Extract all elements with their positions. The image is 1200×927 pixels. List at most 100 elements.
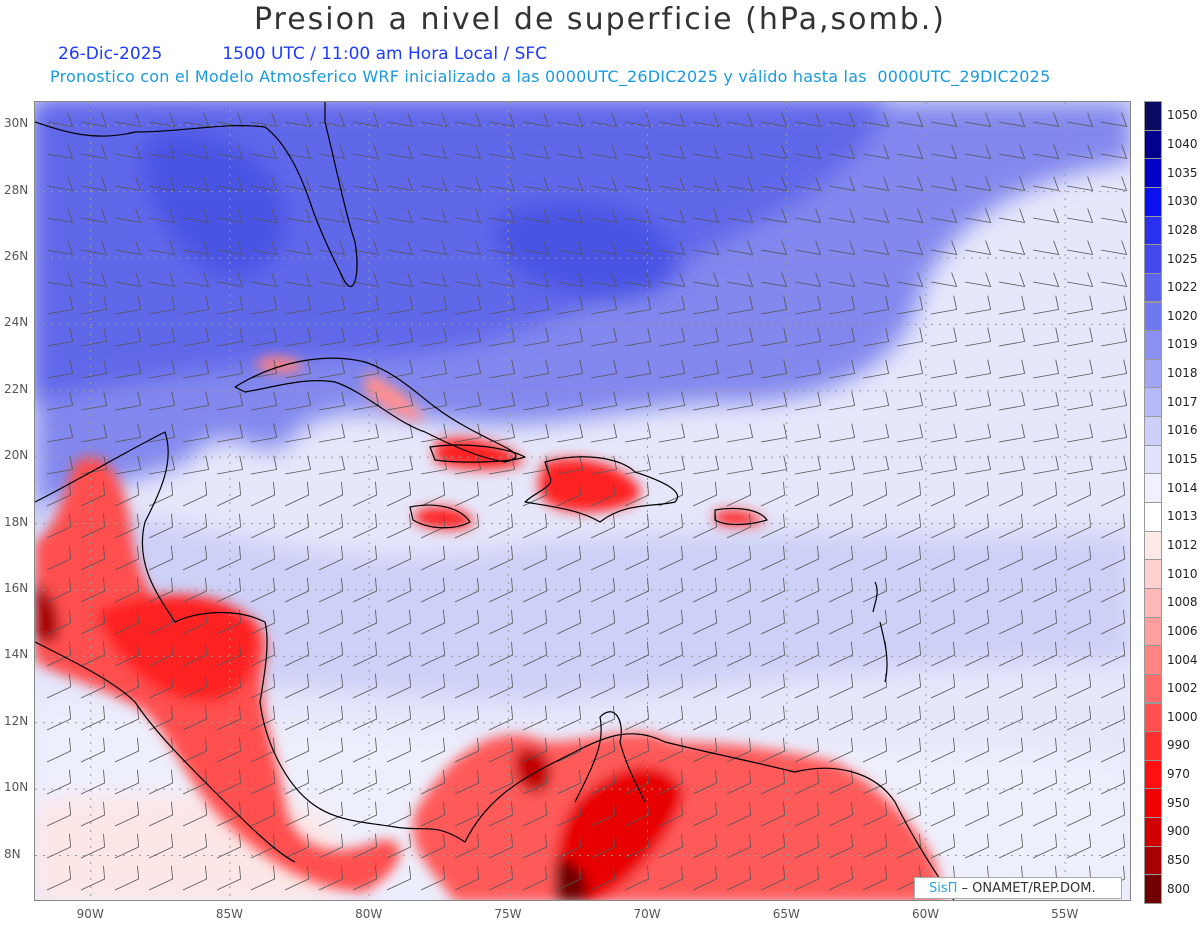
wind-barb xyxy=(114,513,139,539)
wind-barb xyxy=(386,391,414,411)
wind-barb xyxy=(556,769,581,795)
wind-barb xyxy=(488,737,513,763)
legend-swatch xyxy=(1144,845,1162,876)
wind-barb xyxy=(760,144,788,160)
wind-barb xyxy=(284,208,312,224)
wind-barb xyxy=(692,112,720,128)
wind-barb xyxy=(1100,705,1125,731)
wind-barb xyxy=(488,391,516,411)
wind-barb xyxy=(182,641,207,667)
wind-barb xyxy=(318,513,343,539)
wind-barb xyxy=(998,208,1026,224)
wind-barb xyxy=(80,801,105,827)
wind-barb xyxy=(590,176,618,192)
wind-barb xyxy=(590,769,615,795)
wind-barb xyxy=(624,513,649,539)
wind-barb xyxy=(46,423,74,443)
wind-barb xyxy=(522,295,550,315)
wind-barb xyxy=(148,737,173,763)
legend-level-label: 970 xyxy=(1167,767,1190,782)
wind-barb xyxy=(114,391,142,411)
wind-barb xyxy=(964,609,989,635)
wind-barb xyxy=(148,144,176,160)
wind-barb xyxy=(590,673,615,699)
legend-level-label: 1016 xyxy=(1167,423,1198,438)
wind-barb xyxy=(80,609,105,635)
wind-barb xyxy=(760,609,785,635)
latitude-label: 8N xyxy=(4,846,21,861)
wind-barb xyxy=(80,769,105,795)
wind-barb xyxy=(658,272,686,288)
wind-barb xyxy=(250,673,275,699)
wind-barb xyxy=(284,513,309,539)
wind-barb xyxy=(80,577,105,603)
wind-barb xyxy=(352,577,377,603)
wind-barb xyxy=(182,359,210,379)
wind-barb xyxy=(420,641,445,667)
wind-barb xyxy=(250,423,278,443)
wind-barb xyxy=(250,769,275,795)
wind-barb xyxy=(1100,176,1128,192)
wind-barb xyxy=(318,272,346,288)
pressure-color-legend: 1050 1040 1035 1030 1028 1025 1022 1020 1019 1018… xyxy=(1144,101,1200,904)
wind-barb xyxy=(590,295,618,315)
wind-barb xyxy=(46,295,74,315)
wind-barb xyxy=(794,833,819,859)
wind-barb xyxy=(182,545,207,571)
wind-barb xyxy=(1100,481,1125,507)
wind-barb xyxy=(318,801,343,827)
wind-barb xyxy=(658,359,686,379)
wind-barb xyxy=(828,295,856,315)
wind-barb xyxy=(862,327,890,347)
wind-barb xyxy=(930,327,958,347)
wind-barb xyxy=(284,705,309,731)
wind-barb xyxy=(454,545,479,571)
wind-barb xyxy=(930,423,958,443)
wind-barb xyxy=(454,673,479,699)
wind-barb xyxy=(182,865,207,891)
wind-barb xyxy=(46,705,71,731)
wind-barb xyxy=(522,641,547,667)
wind-barb xyxy=(998,801,1023,827)
wind-barb xyxy=(862,144,890,160)
wind-barb xyxy=(658,112,686,128)
wind-barb xyxy=(896,673,921,699)
wind-barb xyxy=(284,577,309,603)
wind-barb xyxy=(590,513,615,539)
wind-barb xyxy=(182,327,210,347)
wind-barb xyxy=(148,391,176,411)
wind-barb xyxy=(488,144,516,160)
wind-barb xyxy=(624,144,652,160)
wind-barb xyxy=(556,359,584,379)
wind-barb xyxy=(46,609,71,635)
wind-barb xyxy=(148,577,173,603)
wind-barb xyxy=(352,513,377,539)
wind-barb xyxy=(420,481,445,507)
wind-barb xyxy=(80,391,108,411)
wind-barb xyxy=(216,176,244,192)
wind-barb xyxy=(386,673,411,699)
wind-barb xyxy=(1100,673,1125,699)
wind-barb xyxy=(794,144,822,160)
wind-barb xyxy=(522,176,550,192)
wind-barb xyxy=(420,391,448,411)
wind-barb xyxy=(1100,391,1128,411)
wind-barb xyxy=(692,705,717,731)
wind-barb xyxy=(318,769,343,795)
wind-barb xyxy=(896,112,924,128)
wind-barb xyxy=(726,423,754,443)
legend-swatch xyxy=(1144,702,1162,733)
wind-barb xyxy=(726,295,754,315)
wind-barb xyxy=(114,481,139,507)
wind-barb xyxy=(1032,737,1057,763)
wind-barb xyxy=(1100,641,1125,667)
wind-barb xyxy=(386,208,414,224)
high-pressure-field xyxy=(35,102,1130,900)
wind-barb xyxy=(726,833,751,859)
wind-barb xyxy=(318,705,343,731)
wind-barb xyxy=(1066,208,1094,224)
wind-barb xyxy=(454,833,479,859)
wind-barb xyxy=(726,577,751,603)
wind-barb xyxy=(148,513,173,539)
wind-barb xyxy=(964,455,992,475)
